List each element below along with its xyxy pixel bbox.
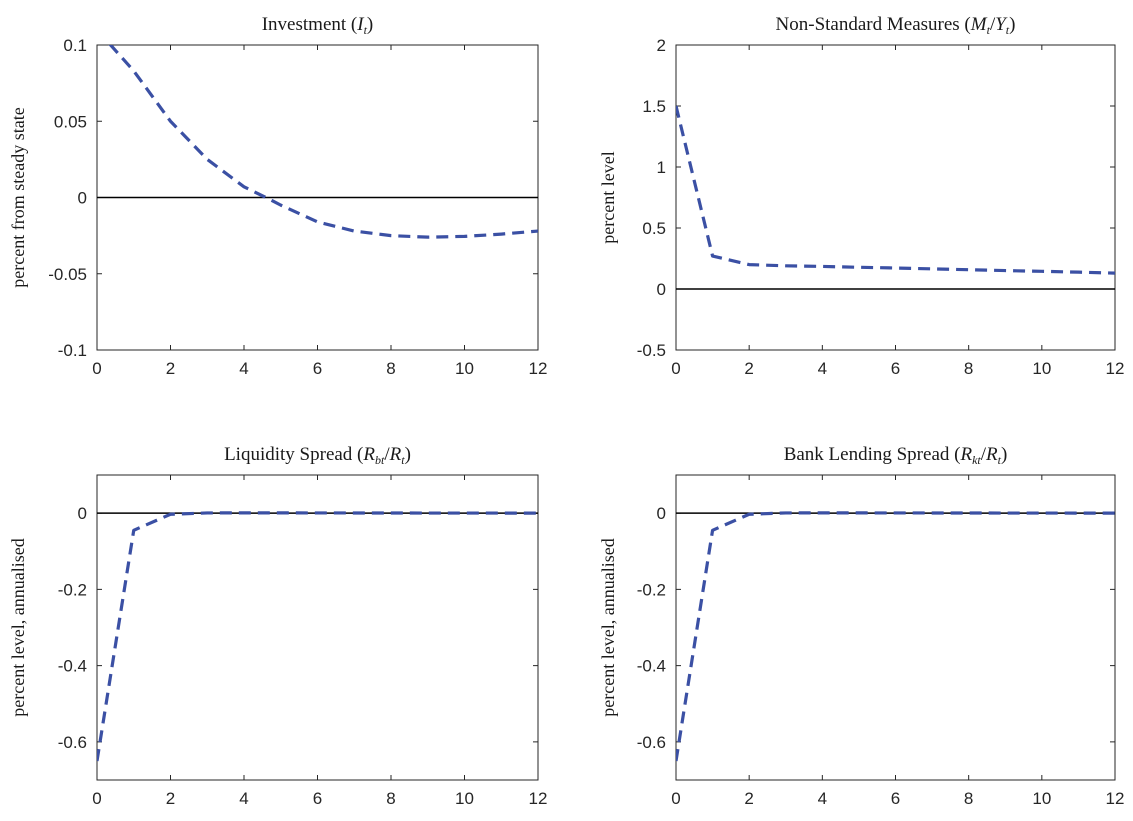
y-tick-label: -0.05 [48,265,87,284]
x-tick-label: 8 [964,789,973,808]
x-tick-label: 0 [92,359,101,378]
series-line-dashed [97,511,538,762]
chart-title: Liquidity Spread (Rbt/Rt) [224,444,411,467]
y-tick-label: 0 [78,189,87,208]
x-tick-label: 6 [891,359,900,378]
chart-title: Investment (It) [262,14,374,37]
x-tick-label: 10 [1032,789,1051,808]
x-tick-label: 2 [166,359,175,378]
panel-non-standard-measures: 0 2 4 6 8 10 12 -0.5 0 0.5 1 1.5 2 Non-Standard Measu… [598,14,1124,378]
x-tick-label: 4 [239,359,248,378]
chart-title: Non-Standard Measures (Mt/Yt) [776,14,1016,37]
y-tick-label: -0.1 [58,341,87,360]
y-axis-label: percent from steady state [8,107,28,287]
x-tick-label: 0 [671,359,680,378]
y-tick-label: 0 [78,504,87,523]
x-tick-label: 6 [313,359,322,378]
x-tick-label: 8 [386,359,395,378]
axes-box [675,474,1116,781]
y-axis-label: percent level [598,151,618,243]
y-tick-label: 2 [657,36,666,55]
x-tick-label: 12 [529,789,548,808]
series-line-dashed [676,511,1115,762]
x-tick-label: 4 [818,789,827,808]
x-tick-label: 12 [529,359,548,378]
panel-bank-lending-spread: 0 2 4 6 8 10 12 -0.6 -0.4 -0.2 0 Bank Lending Sprea… [598,444,1124,808]
y-tick-label: -0.6 [637,733,666,752]
x-tick-label: 10 [455,359,474,378]
y-tick-label: -0.2 [637,580,666,599]
panel-liquidity-spread: 0 2 4 6 8 10 12 -0.6 -0.4 -0.2 0 Liquidity Spread (… [8,444,547,808]
y-tick-label: 0 [657,504,666,523]
y-tick-label: 0.05 [54,112,87,131]
y-tick-label: 1.5 [642,97,666,116]
x-tick-label: 6 [891,789,900,808]
x-tick-label: 8 [964,359,973,378]
x-tick-label: 4 [818,359,827,378]
x-tick-label: 6 [313,789,322,808]
y-tick-label: 1 [657,158,666,177]
y-tick-label: -0.6 [58,733,87,752]
y-tick-label: -0.4 [58,657,87,676]
x-tick-label: 4 [239,789,248,808]
y-tick-label: 0 [657,280,666,299]
x-tick-label: 10 [1032,359,1051,378]
x-tick-label: 2 [744,359,753,378]
x-tick-label: 8 [386,789,395,808]
y-tick-label: 0.1 [63,36,87,55]
axes-box [675,44,1116,351]
series-line-dashed [676,105,1115,275]
chart-title: Bank Lending Spread (Rkt/Rt) [784,444,1008,467]
y-tick-label: -0.5 [637,341,666,360]
x-tick-label: 12 [1106,359,1125,378]
x-tick-label: 2 [744,789,753,808]
x-tick-label: 2 [166,789,175,808]
x-tick-label: 12 [1106,789,1125,808]
x-tick-label: 0 [671,789,680,808]
series-line-dashed [108,45,538,239]
y-axis-label: percent level, annualised [598,538,618,716]
y-tick-label: 0.5 [642,219,666,238]
panel-investment: 0 2 4 6 8 10 12 -0.1 -0.05 0 0.05 0.1 Investment (It… [8,14,547,378]
y-tick-label: -0.4 [637,657,666,676]
y-tick-label: -0.2 [58,580,87,599]
x-tick-label: 0 [92,789,101,808]
axes-box [96,474,539,781]
x-tick-label: 10 [455,789,474,808]
y-axis-label: percent level, annualised [8,538,28,716]
